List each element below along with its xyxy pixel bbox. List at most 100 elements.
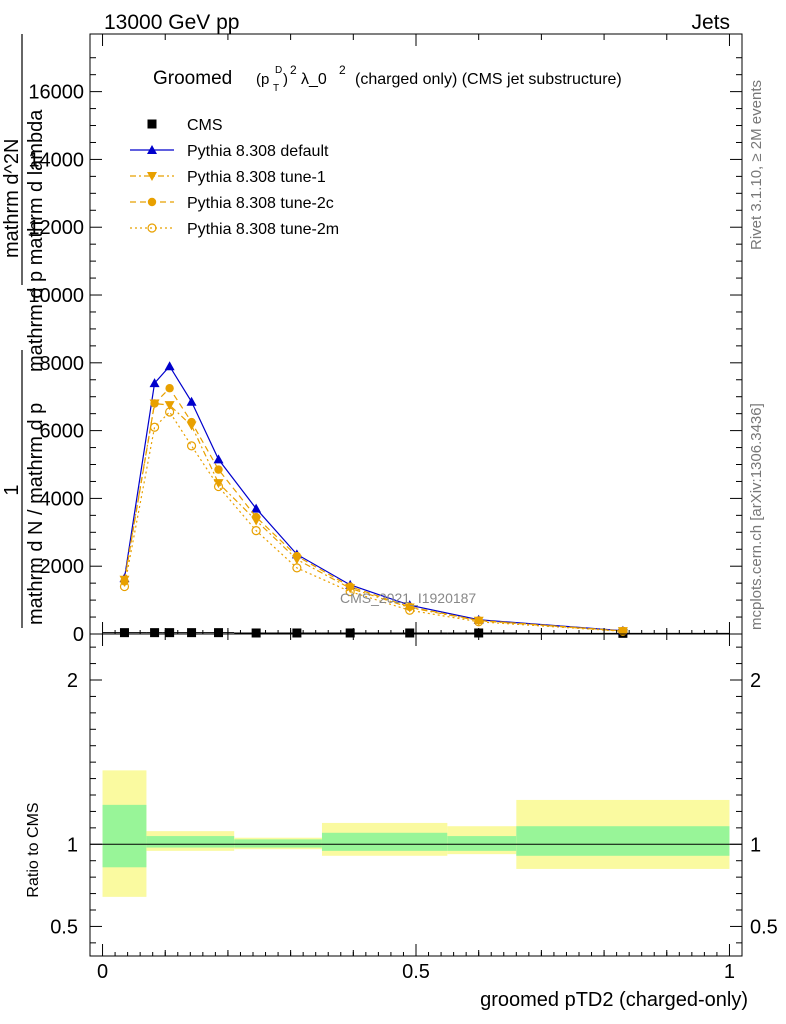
legend-label: Pythia 8.308 default: [187, 143, 329, 160]
legend-item-0: CMS: [147, 117, 223, 134]
ratio-tick-label-left: 1: [67, 834, 78, 856]
legend-item-2: Pythia 8.308 tune-1: [130, 169, 326, 186]
series-point: [292, 551, 302, 561]
ratio-band-stat: [321, 832, 448, 851]
series-point: [251, 526, 261, 536]
legend-item-4: Pythia 8.308 tune-2m: [130, 221, 339, 238]
ratio-band-stat: [102, 804, 147, 868]
mcplots-label: mcplots.cern.ch [arXiv:1306.3436]: [748, 403, 765, 630]
ratio-band-stat: [234, 839, 322, 848]
series-point: [345, 587, 355, 597]
ratio-y-label: Ratio to CMS: [25, 802, 42, 897]
data-point: [187, 628, 197, 638]
series-point: [214, 465, 223, 474]
legend-marker: [147, 223, 157, 233]
x-axis-label: groomed pTD2 (charged-only): [480, 989, 748, 1011]
series-point: [187, 417, 196, 427]
y-tick-label: 4000: [40, 488, 85, 510]
ratio-tick-label-right: 1: [750, 834, 761, 856]
legend-item-1: Pythia 8.308 default: [130, 143, 329, 160]
legend-marker: [147, 172, 157, 181]
legend-label: Pythia 8.308 tune-1: [187, 169, 326, 186]
watermark: CMS_2021_I1920187: [340, 590, 476, 606]
series-point: [149, 422, 160, 432]
data-point: [345, 628, 355, 638]
data-point: [119, 628, 129, 638]
ratio-tick-label-right: 2: [750, 670, 761, 692]
title-paren: ): [283, 71, 288, 88]
series-point: [186, 441, 197, 451]
series-point: [164, 401, 175, 411]
y-tick-label: 12000: [28, 217, 84, 239]
series-point: [618, 626, 628, 636]
series-point: [149, 378, 160, 388]
series-point: [150, 399, 159, 408]
y-tick-label: 6000: [40, 421, 85, 443]
title-prefix: Groomed: [153, 68, 232, 89]
series-point: [292, 563, 302, 573]
header-left: 13000 GeV pp: [104, 11, 239, 34]
series-point: [405, 602, 414, 612]
series-line: [123, 387, 623, 632]
legend-label: Pythia 8.308 tune-2m: [187, 221, 339, 238]
legend-marker: [147, 197, 157, 207]
legend-marker: [147, 145, 157, 154]
series-point: [165, 384, 174, 393]
data-point: [150, 628, 160, 638]
ratio-tick-label-left: 2: [67, 670, 78, 692]
legend-label: CMS: [187, 117, 223, 134]
y-label-num-2: mathrm d^2N: [1, 139, 23, 258]
data-point: [165, 628, 175, 638]
series-point: [251, 512, 261, 522]
series-point: [213, 454, 224, 464]
series-point: [165, 407, 175, 417]
title-sup-2: 2: [290, 63, 297, 77]
title-sup-d: D: [275, 65, 282, 76]
ratio-tick-label-right: 0.5: [750, 916, 778, 938]
series-point: [213, 479, 224, 489]
legend: CMS Pythia 8.308 default Pythia 8.308 tune…: [130, 117, 339, 238]
chart-title: Groomed (p D T ) 2 λ_0 2 (charged only) …: [153, 63, 622, 94]
ratio-band-stat: [516, 826, 730, 856]
y-label-den-1: mathrm d N / mathrm d p: [25, 403, 47, 625]
ratio-band-stat: [146, 836, 235, 848]
legend-marker: [147, 119, 157, 129]
x-tick-label: 0.5: [402, 961, 430, 983]
data-point: [405, 628, 415, 638]
ratio-bands: [102, 770, 730, 897]
series-point: [405, 605, 415, 615]
y-tick-label: 14000: [28, 149, 84, 171]
series-3: [120, 384, 628, 636]
rivet-label: Rivet 3.1.10, ≥ 2M events: [748, 80, 765, 250]
title-lambda: λ_0: [301, 71, 327, 88]
axes: 0 0.5 1 0 2000 4000 6000 8000 10000 12000 14000 160…: [28, 33, 778, 983]
series-4: [119, 407, 628, 636]
series-point: [186, 396, 197, 406]
ratio-frame: [89, 633, 743, 957]
legend-item-3: Pythia 8.308 tune-2c: [130, 195, 334, 212]
title-sup-2b: 2: [339, 63, 346, 77]
x-tick-label: 0: [97, 961, 108, 983]
series-point: [213, 481, 224, 492]
y-tick-label: 0: [73, 624, 84, 646]
y-tick-label: 2000: [40, 556, 85, 578]
header-right: Jets: [691, 11, 730, 34]
y-label-num-1: 1: [1, 484, 23, 495]
y-tick-label: 8000: [40, 353, 85, 375]
series-point: [164, 361, 175, 371]
y-label-den-2: mathrm d p mathrm d lambda: [25, 109, 47, 372]
title-sub-t: T: [273, 83, 279, 94]
series-line: [123, 411, 623, 632]
series-point: [474, 617, 484, 627]
main-plot: [102, 361, 730, 638]
data-point: [292, 628, 302, 638]
series-point: [251, 503, 262, 513]
y-tick-label: 16000: [28, 82, 84, 104]
series-point: [119, 581, 130, 592]
title-p: (p: [256, 71, 269, 88]
ratio-tick-label-left: 0.5: [50, 916, 78, 938]
data-point: [251, 628, 261, 638]
x-tick-label: 1: [724, 961, 735, 983]
ratio-band-stat: [447, 836, 517, 851]
